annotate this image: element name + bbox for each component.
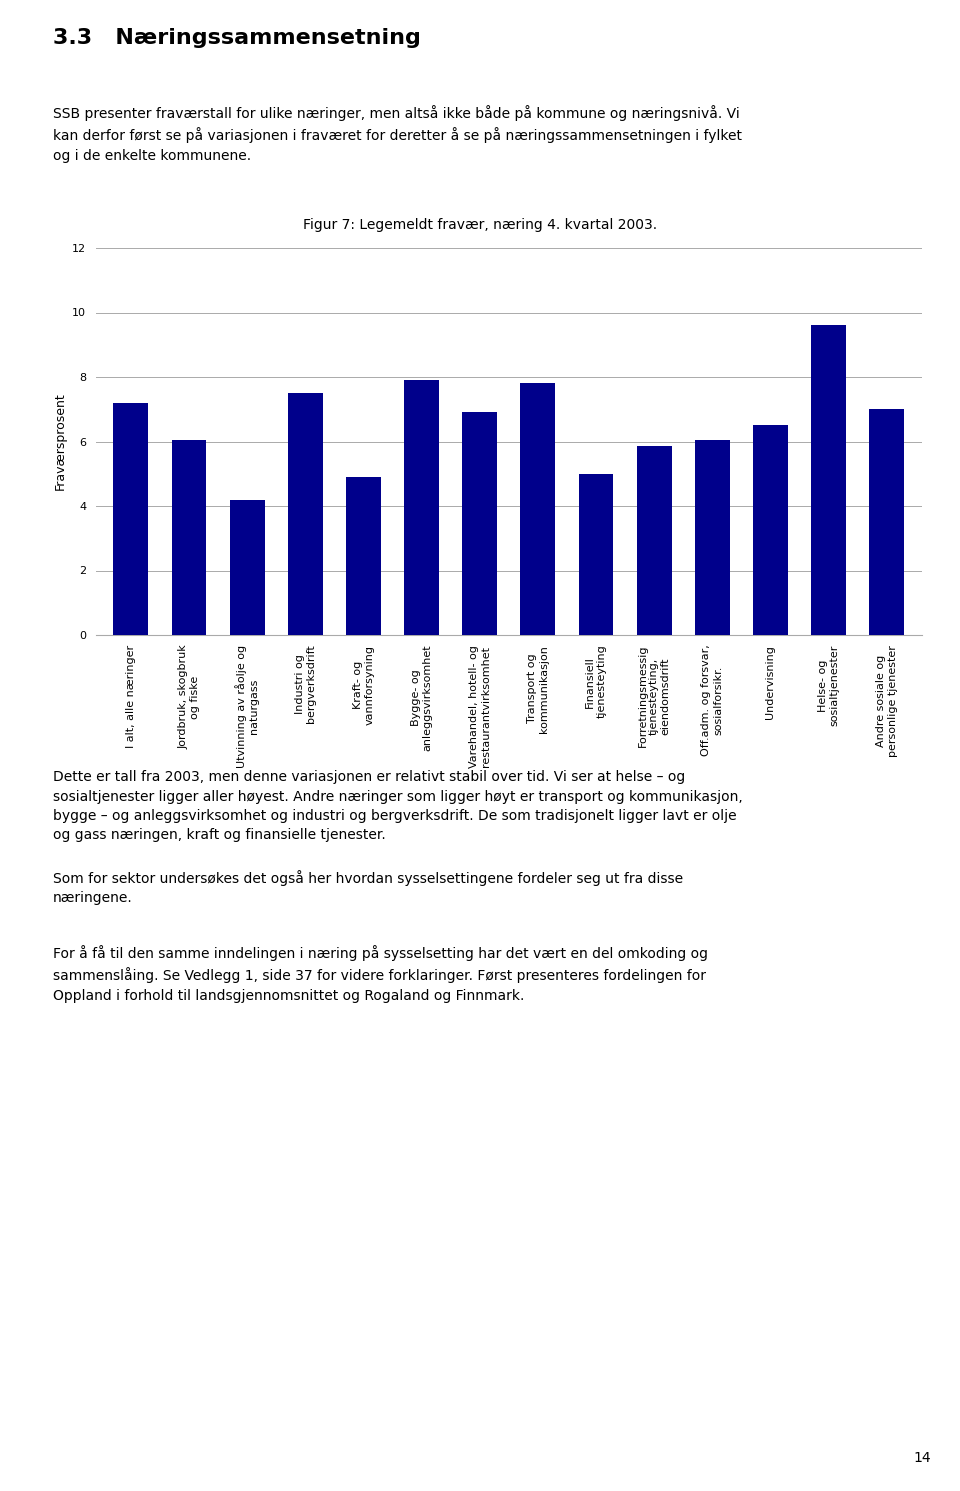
Bar	[346, 477, 381, 635]
Bar	[404, 380, 439, 635]
Bar	[695, 440, 730, 635]
Text: For å få til den samme inndelingen i næring på sysselsetting har det vært en del: For å få til den samme inndelingen i nær…	[53, 945, 708, 1003]
Bar	[113, 403, 149, 635]
Bar	[579, 474, 613, 635]
Bar	[520, 383, 555, 635]
Text: SSB presenter fraværstall for ulike næringer, men altså ikke både på kommune og : SSB presenter fraværstall for ulike næri…	[53, 104, 742, 163]
Bar	[811, 325, 846, 635]
Bar	[229, 499, 265, 635]
Bar	[463, 413, 497, 635]
Text: Som for sektor undersøkes det også her hvordan sysselsettingene fordeler seg ut : Som for sektor undersøkes det også her h…	[53, 871, 683, 905]
Bar	[753, 425, 788, 635]
Bar	[869, 409, 904, 635]
Y-axis label: Fraværsprosent: Fraværsprosent	[54, 392, 66, 491]
Bar	[636, 446, 672, 635]
Text: Figur 7: Legemeldt fravær, næring 4. kvartal 2003.: Figur 7: Legemeldt fravær, næring 4. kva…	[303, 218, 657, 233]
Text: 14: 14	[914, 1451, 931, 1466]
Text: 3.3   Næringssammensetning: 3.3 Næringssammensetning	[53, 28, 420, 48]
Text: Dette er tall fra 2003, men denne variasjonen er relativt stabil over tid. Vi se: Dette er tall fra 2003, men denne varias…	[53, 769, 742, 842]
Bar	[172, 440, 206, 635]
Bar	[288, 394, 323, 635]
